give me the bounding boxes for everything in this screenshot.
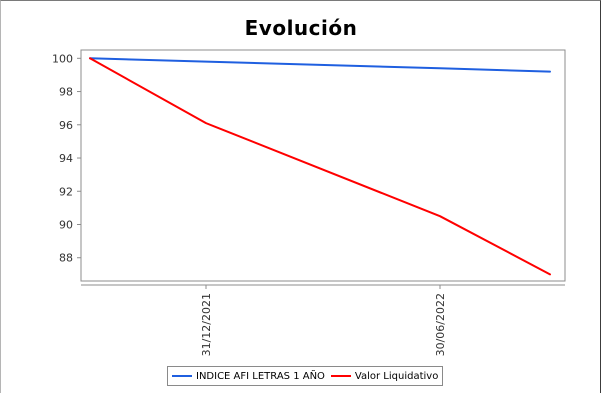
chart-title: Evolución bbox=[244, 16, 358, 40]
y-tick-label-98: 98 bbox=[59, 86, 73, 99]
plot-border bbox=[80, 49, 566, 282]
y-tick-label-90: 90 bbox=[59, 218, 73, 231]
y-tick-label-96: 96 bbox=[59, 119, 73, 132]
y-tick-label-100: 100 bbox=[52, 52, 73, 65]
series-line-1 bbox=[89, 57, 551, 276]
legend-swatch-indice bbox=[172, 375, 192, 377]
y-tick-label-94: 94 bbox=[59, 152, 73, 165]
series-line-0 bbox=[89, 57, 551, 73]
legend-label-indice: INDICE AFI LETRAS 1 AÑO bbox=[196, 370, 325, 382]
legend-item-indice: INDICE AFI LETRAS 1 AÑO bbox=[172, 371, 325, 382]
legend-label-valor: Valor Liquidativo bbox=[354, 370, 439, 382]
y-tick-label-92: 92 bbox=[59, 185, 73, 198]
legend-item-valor: Valor Liquidativo bbox=[330, 370, 439, 382]
x-tick-label-1: 30/06/2022 bbox=[434, 293, 447, 356]
legend-swatch-valor bbox=[330, 375, 351, 377]
x-tick-label-0: 31/12/2021 bbox=[200, 293, 213, 356]
legend: INDICE AFI LETRAS 1 AÑO Valor Liquidativ… bbox=[167, 366, 444, 386]
y-tick-label-88: 88 bbox=[59, 252, 73, 265]
plot-area: 88 90 92 94 96 98 100 31/12/2021 30/06/2022 bbox=[52, 49, 566, 356]
